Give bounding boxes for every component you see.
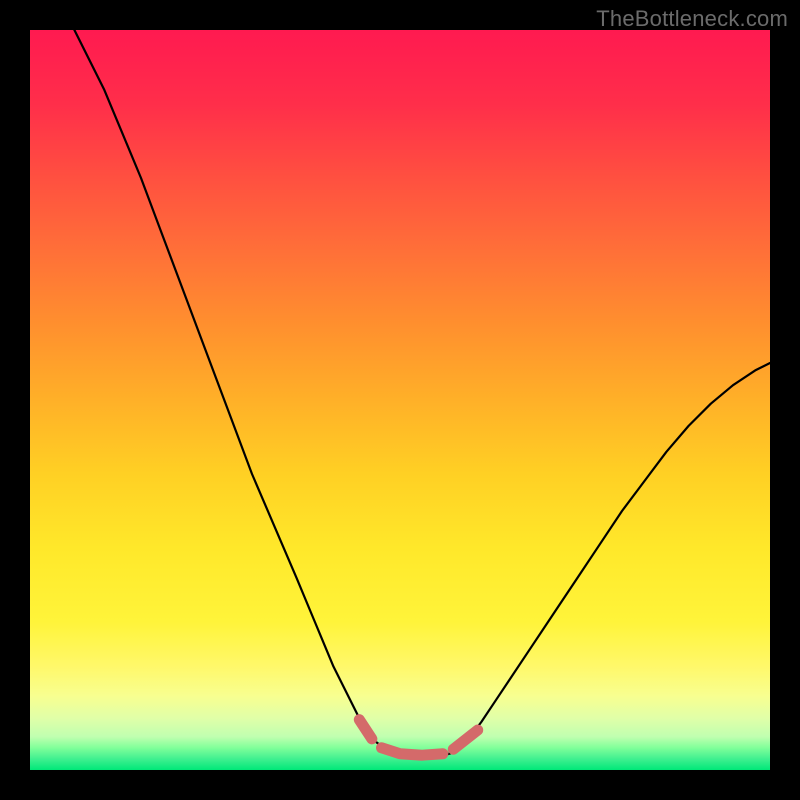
- bottleneck-curve-chart: [30, 30, 770, 770]
- chart-frame: TheBottleneck.com: [0, 0, 800, 800]
- watermark-text: TheBottleneck.com: [596, 6, 788, 32]
- plot-area: [30, 30, 770, 770]
